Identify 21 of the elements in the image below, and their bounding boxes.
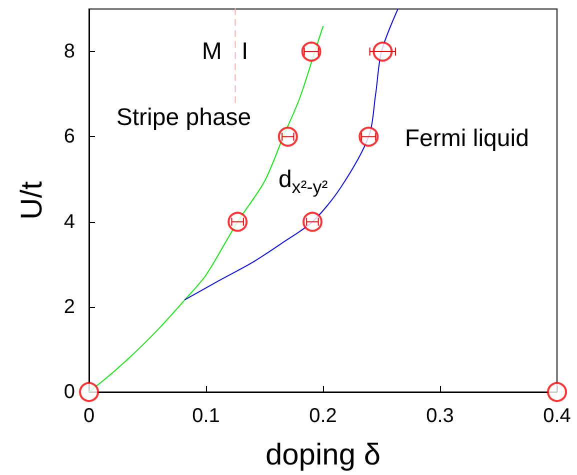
y-axis-title: U/t (16, 180, 48, 220)
annotation: Fermi liquid (404, 124, 529, 153)
y-tick-label: 8 (64, 40, 75, 63)
y-tick-label: 4 (64, 210, 75, 233)
x-tick-label: 0 (83, 405, 95, 427)
point (372, 42, 393, 62)
y-tick-label: 6 (64, 126, 75, 148)
x-tick-label: 0.3 (426, 405, 454, 427)
y-tick-label: 0 (64, 381, 75, 403)
y-tick-label: 2 (64, 296, 75, 318)
point (547, 382, 567, 402)
x-tick-label: 0.1 (192, 405, 220, 427)
annotation: Stripe phase (116, 104, 252, 132)
line-series (184, 8, 398, 300)
point (79, 382, 99, 402)
annotation: M (202, 38, 222, 66)
x-tick-label: 0.4 (543, 405, 571, 427)
x-tick-label: 0.2 (309, 405, 337, 427)
annotation: I (242, 38, 248, 66)
annotation: d$_{x²-y²}$ (278, 166, 328, 198)
x-axis-title: doping δ (265, 438, 381, 472)
